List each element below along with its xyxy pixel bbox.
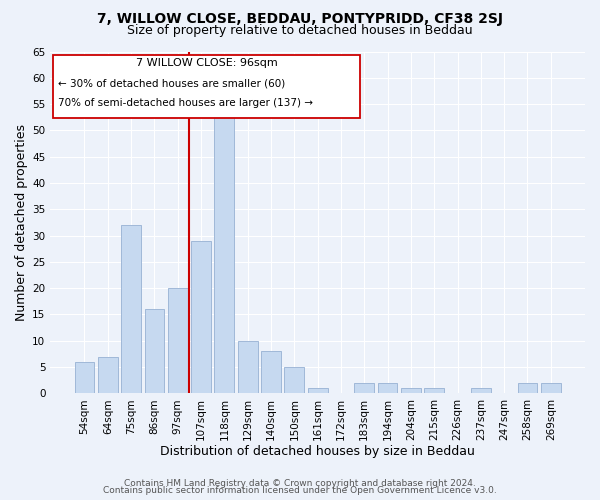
Bar <box>214 110 234 394</box>
Bar <box>284 367 304 394</box>
Bar <box>471 388 491 394</box>
Bar <box>121 225 141 394</box>
Text: Contains public sector information licensed under the Open Government Licence v3: Contains public sector information licen… <box>103 486 497 495</box>
Bar <box>355 383 374 394</box>
Bar <box>401 388 421 394</box>
Bar <box>518 383 538 394</box>
Bar <box>145 309 164 394</box>
Bar <box>377 383 397 394</box>
Y-axis label: Number of detached properties: Number of detached properties <box>15 124 28 321</box>
Bar <box>98 356 118 394</box>
Bar <box>168 288 188 394</box>
Bar <box>261 352 281 394</box>
Text: 7 WILLOW CLOSE: 96sqm: 7 WILLOW CLOSE: 96sqm <box>136 58 278 68</box>
FancyBboxPatch shape <box>53 55 361 118</box>
Text: 70% of semi-detached houses are larger (137) →: 70% of semi-detached houses are larger (… <box>58 98 313 108</box>
Bar <box>191 241 211 394</box>
Bar <box>308 388 328 394</box>
Text: 7, WILLOW CLOSE, BEDDAU, PONTYPRIDD, CF38 2SJ: 7, WILLOW CLOSE, BEDDAU, PONTYPRIDD, CF3… <box>97 12 503 26</box>
Text: Contains HM Land Registry data © Crown copyright and database right 2024.: Contains HM Land Registry data © Crown c… <box>124 478 476 488</box>
Bar <box>74 362 94 394</box>
X-axis label: Distribution of detached houses by size in Beddau: Distribution of detached houses by size … <box>160 444 475 458</box>
Bar <box>424 388 444 394</box>
Bar <box>541 383 560 394</box>
Text: ← 30% of detached houses are smaller (60): ← 30% of detached houses are smaller (60… <box>58 79 286 89</box>
Text: Size of property relative to detached houses in Beddau: Size of property relative to detached ho… <box>127 24 473 37</box>
Bar <box>238 341 257 394</box>
